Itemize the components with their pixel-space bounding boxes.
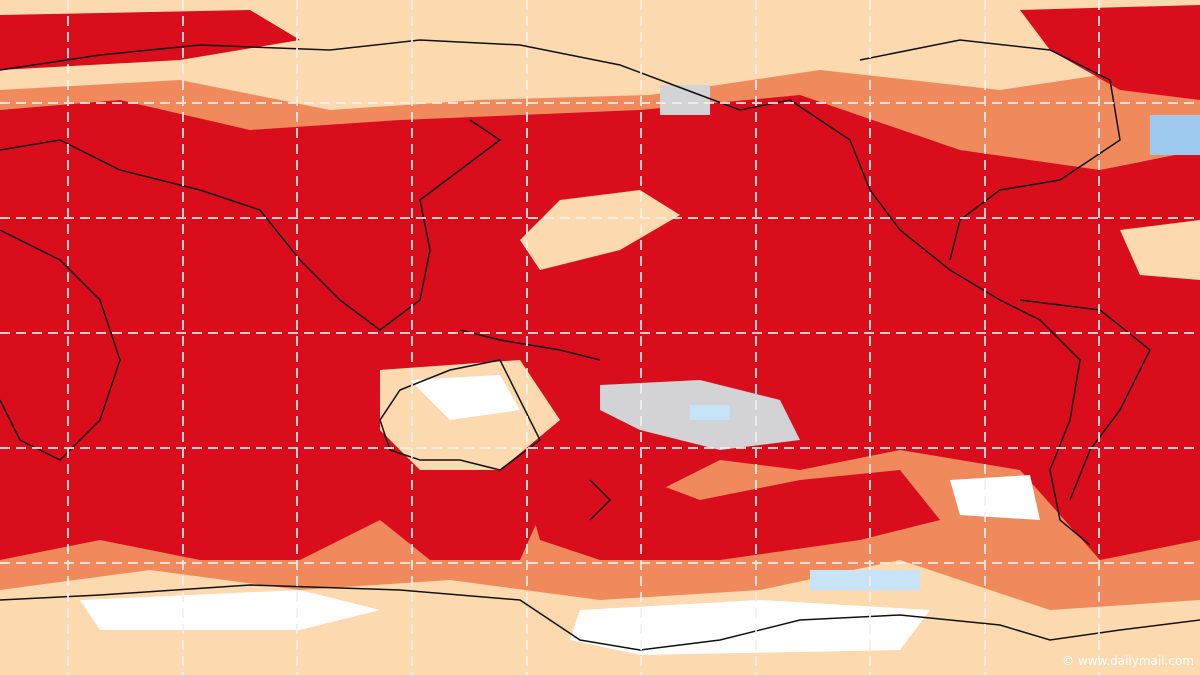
neutral-zone [410,375,520,420]
hot-zone [0,10,300,70]
coastlines [0,39,1200,651]
hot-zone [0,95,1200,560]
cool-zone [1150,115,1200,155]
cool-zone [810,570,920,590]
hot-zone [520,470,940,560]
neutral-zone [570,600,930,655]
neutral-zone [950,475,1040,520]
neutral-zone [80,590,380,630]
hot-zone [1020,5,1200,100]
watermark: © www.dailymail.com [1062,654,1194,668]
mild-zone [1120,220,1200,280]
cool-zone [690,405,730,420]
